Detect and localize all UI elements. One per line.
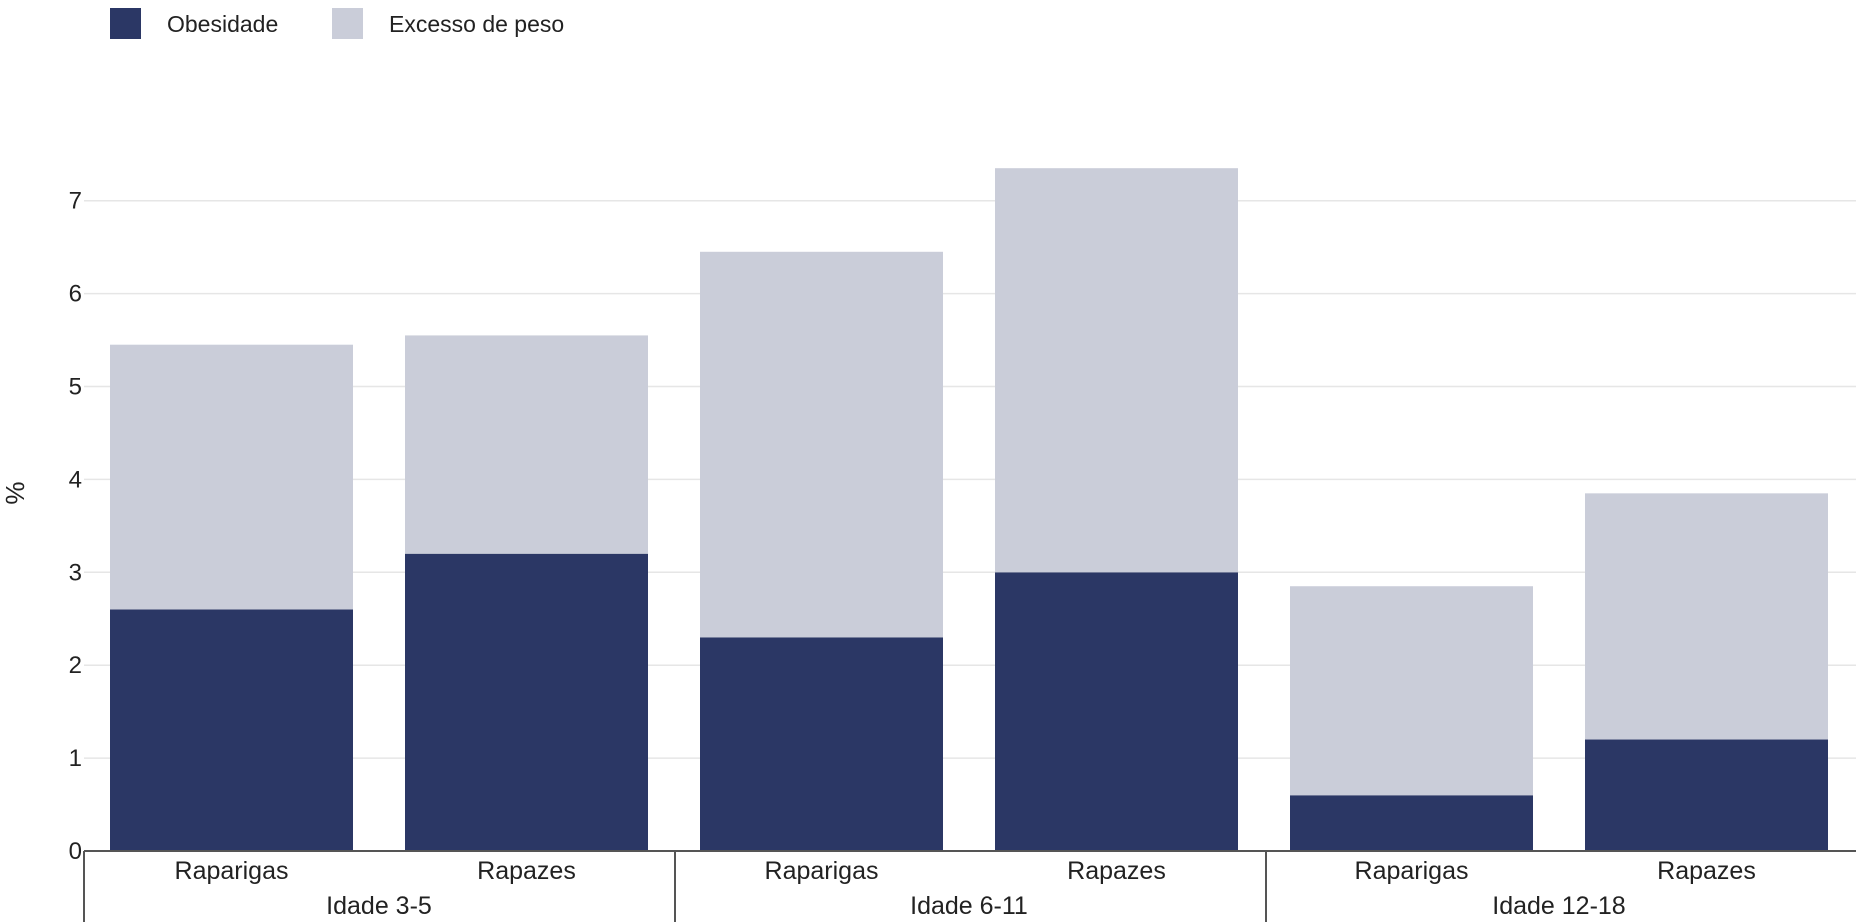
bar-excesso-de-peso	[995, 168, 1238, 573]
legend-swatch	[110, 8, 141, 39]
y-axis-ticks: 0 1 2 3 4 5 6 7	[69, 188, 82, 865]
y-tick-label: 1	[69, 745, 82, 772]
legend-label: Excesso de peso	[389, 11, 564, 37]
legend: Obesidade Excesso de peso	[110, 8, 564, 39]
bar-obesidade	[995, 572, 1238, 851]
y-tick-label: 5	[69, 374, 82, 401]
y-tick-label: 2	[69, 652, 82, 679]
y-axis-title: %	[0, 481, 30, 504]
y-tick-label: 6	[69, 281, 82, 308]
bar-obesidade	[1585, 739, 1828, 851]
grid	[84, 199, 1856, 759]
x-tick-label: Rapazes	[1657, 857, 1756, 885]
bar-obesidade	[700, 637, 943, 851]
y-tick-label: 7	[69, 188, 82, 215]
bar-excesso-de-peso	[700, 251, 943, 638]
x-tick-label: Raparigas	[175, 857, 289, 885]
group-label: Idade 6-11	[910, 892, 1028, 920]
x-tick-label: Raparigas	[765, 857, 879, 885]
x-tick-label: Raparigas	[1355, 857, 1469, 885]
bar-excesso-de-peso	[405, 335, 648, 554]
bar-obesidade	[110, 609, 353, 851]
y-tick-label: 3	[69, 559, 82, 586]
y-tick-label: 4	[69, 466, 82, 493]
group-label: Idade 12-18	[1492, 892, 1625, 920]
bar-excesso-de-peso	[110, 344, 353, 610]
bar-obesidade	[405, 553, 648, 851]
y-tick-label: 0	[69, 838, 82, 865]
x-tick-label: Rapazes	[1067, 857, 1166, 885]
legend-swatch	[332, 8, 363, 39]
bars	[110, 168, 1828, 851]
group-label: Idade 3-5	[326, 892, 432, 920]
bar-excesso-de-peso	[1585, 493, 1828, 740]
x-axis: Raparigas Rapazes Raparigas Rapazes Rapariga…	[83, 850, 1856, 922]
bar-obesidade	[1290, 795, 1533, 851]
legend-label: Obesidade	[167, 11, 278, 37]
x-tick-label: Rapazes	[477, 857, 576, 885]
bar-excesso-de-peso	[1290, 586, 1533, 796]
